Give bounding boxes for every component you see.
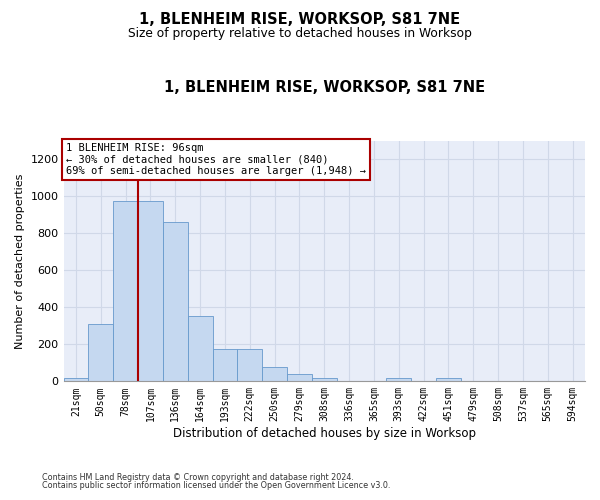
Bar: [262, 368, 287, 382]
Bar: [64, 378, 88, 382]
Y-axis label: Number of detached properties: Number of detached properties: [15, 174, 25, 348]
Bar: [113, 201, 138, 382]
Title: 1, BLENHEIM RISE, WORKSOP, S81 7NE: 1, BLENHEIM RISE, WORKSOP, S81 7NE: [164, 80, 485, 95]
Bar: [238, 349, 262, 382]
Text: Contains public sector information licensed under the Open Government Licence v3: Contains public sector information licen…: [42, 481, 391, 490]
Bar: [386, 378, 411, 382]
Bar: [163, 222, 188, 382]
Text: 1, BLENHEIM RISE, WORKSOP, S81 7NE: 1, BLENHEIM RISE, WORKSOP, S81 7NE: [139, 12, 461, 28]
Bar: [312, 378, 337, 382]
X-axis label: Distribution of detached houses by size in Worksop: Distribution of detached houses by size …: [173, 427, 476, 440]
Bar: [188, 316, 212, 382]
Text: Size of property relative to detached houses in Worksop: Size of property relative to detached ho…: [128, 28, 472, 40]
Bar: [88, 324, 113, 382]
Bar: [138, 201, 163, 382]
Text: Contains HM Land Registry data © Crown copyright and database right 2024.: Contains HM Land Registry data © Crown c…: [42, 472, 354, 482]
Text: 1 BLENHEIM RISE: 96sqm
← 30% of detached houses are smaller (840)
69% of semi-de: 1 BLENHEIM RISE: 96sqm ← 30% of detached…: [66, 143, 366, 176]
Bar: [212, 349, 238, 382]
Bar: [436, 378, 461, 382]
Bar: [287, 374, 312, 382]
